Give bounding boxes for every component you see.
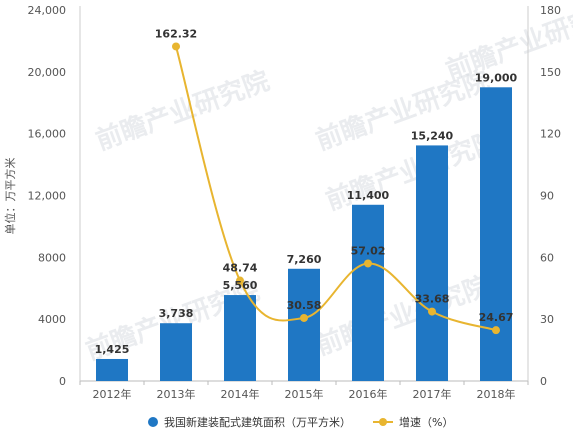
legend-bar-marker (148, 417, 158, 427)
bar (224, 295, 256, 381)
bar-value-label: 19,000 (475, 71, 518, 84)
x-tick-label: 2013年 (157, 387, 196, 401)
bar (288, 268, 320, 381)
growth-point (428, 307, 436, 316)
y-tick-label-right: 120 (540, 128, 561, 141)
bar-value-label: 15,240 (411, 129, 454, 142)
bar (352, 204, 384, 381)
y-tick-label-left: 12,000 (28, 190, 67, 203)
y-tick-label-right: 60 (540, 251, 554, 264)
growth-point (492, 326, 500, 335)
growth-value-label: 48.74 (223, 262, 258, 275)
growth-point (364, 259, 372, 268)
y-axis-label: 单位：万平方米 (3, 158, 17, 235)
bar-value-label: 3,738 (159, 307, 194, 320)
y-tick-label-left: 8000 (38, 251, 66, 264)
legend-line-label: 增速（%） (399, 415, 453, 429)
x-tick-label: 2012年 (93, 387, 132, 401)
legend-bar-label: 我国新建装配式建筑面积（万平方米） (164, 415, 351, 429)
bar-series (96, 87, 512, 382)
axes: 0 4000 8000 12,000 16,000 20,000 24,000 0 30 60 90… (3, 4, 561, 401)
growth-value-label: 30.58 (287, 299, 322, 312)
y-tick-label-left: 16,000 (28, 128, 67, 141)
y-tick-label-left: 24,000 (28, 4, 67, 17)
x-tick-label: 2018年 (477, 387, 516, 401)
bar (480, 87, 512, 382)
growth-value-label: 24.67 (479, 311, 514, 324)
y-tick-label-right: 180 (540, 4, 561, 17)
legend-line-dot (379, 418, 387, 426)
bar-value-label: 7,260 (287, 253, 322, 266)
growth-value-label: 33.68 (415, 293, 450, 306)
y-tick-label-right: 30 (540, 313, 554, 326)
x-tick-label: 2015年 (285, 387, 324, 401)
bar-value-label: 11,400 (347, 189, 390, 202)
bar-value-label: 1,425 (95, 343, 130, 356)
x-tick-label: 2014年 (221, 387, 260, 401)
data-labels: 1,425 3,738 5,560 7,260 11,400 15,240 19,000 16… (95, 27, 518, 356)
bar (160, 323, 192, 381)
y-tick-label-right: 0 (540, 375, 547, 388)
watermark-text: 前瞻产业研究院 (92, 65, 274, 156)
growth-point (236, 276, 244, 285)
y-tick-label-left: 4000 (38, 313, 66, 326)
y-tick-label-right: 150 (540, 66, 561, 79)
bar-value-label: 5,560 (223, 279, 258, 292)
watermark-text: 前瞻产业研究院 (312, 270, 494, 361)
x-tick-label: 2016年 (349, 387, 388, 401)
x-tick-label: 2017年 (413, 387, 452, 401)
line-series (172, 42, 500, 335)
bar (96, 358, 128, 381)
y-tick-label-right: 90 (540, 190, 554, 203)
bar (416, 145, 448, 381)
growth-value-label: 162.32 (155, 27, 197, 40)
y-tick-label-left: 20,000 (28, 66, 67, 79)
y-tick-label-left: 0 (59, 375, 66, 388)
growth-value-label: 57.02 (351, 244, 386, 257)
growth-point (172, 42, 180, 51)
growth-point (300, 313, 308, 322)
legend: 我国新建装配式建筑面积（万平方米） 增速（%） (148, 415, 453, 429)
